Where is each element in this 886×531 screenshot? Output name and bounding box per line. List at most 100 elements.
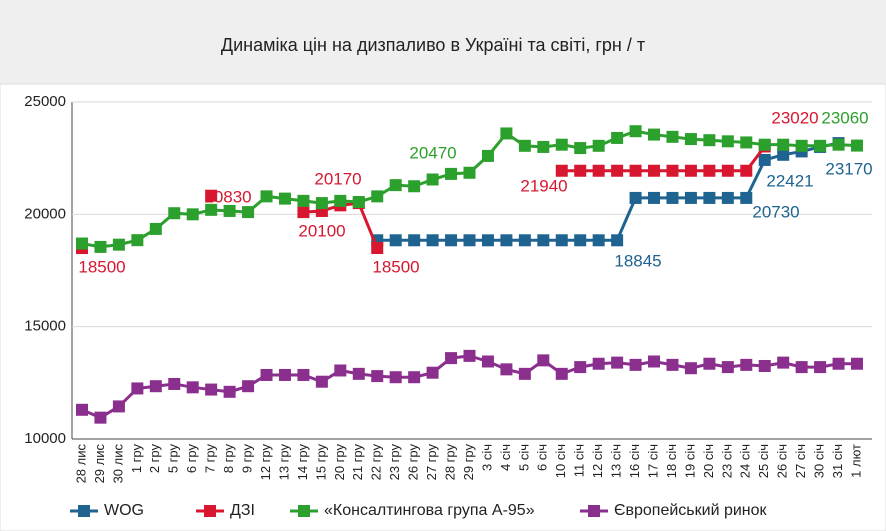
data-point: [721, 191, 734, 204]
data-point: [555, 234, 568, 247]
data-point: [260, 368, 273, 381]
data-point: [721, 135, 734, 148]
data-point: [592, 139, 605, 152]
annotation: 18845: [614, 251, 661, 270]
data-point: [297, 206, 310, 219]
data-point: [555, 138, 568, 151]
data-point: [537, 234, 550, 247]
x-tick-label: 27 гру: [424, 444, 439, 481]
x-tick-label: 19 січ: [682, 444, 697, 478]
data-point: [703, 191, 716, 204]
x-tick-label: 6 січ: [535, 444, 550, 471]
data-point: [648, 164, 661, 177]
data-point: [758, 153, 771, 166]
data-point: [389, 371, 402, 384]
data-point: [334, 194, 347, 207]
annotation: 20100: [298, 221, 345, 240]
data-point: [832, 357, 845, 370]
data-point: [703, 164, 716, 177]
data-point: [168, 207, 181, 220]
annotation: 20470: [409, 143, 456, 162]
data-point: [389, 179, 402, 192]
x-tick-label: 2 гру: [147, 444, 162, 474]
data-point: [666, 358, 679, 371]
data-point: [851, 357, 863, 370]
x-tick-label: 20 січ: [701, 444, 716, 478]
x-tick-label: 29 лис: [92, 444, 107, 484]
data-point: [371, 370, 384, 383]
data-point: [648, 191, 661, 204]
data-point: [205, 203, 218, 216]
data-point: [223, 204, 236, 217]
x-tick-label: 22 гру: [369, 444, 384, 481]
x-tick-label: 9 гру: [240, 444, 255, 474]
data-point: [629, 191, 642, 204]
data-point: [500, 363, 513, 376]
data-point: [315, 197, 328, 210]
data-point: [76, 403, 88, 416]
data-point: [500, 127, 513, 140]
y-tick-label: 10000: [24, 430, 66, 447]
x-tick-label: 11 січ: [572, 444, 587, 477]
x-tick-label: 5 гру: [166, 444, 181, 474]
data-point: [537, 354, 550, 367]
data-point: [500, 234, 513, 247]
annotation: 18500: [372, 257, 419, 276]
data-point: [131, 234, 144, 247]
x-tick-label: 29 гру: [461, 444, 476, 481]
data-point: [94, 411, 107, 424]
x-tick-label: 26 січ: [775, 444, 790, 478]
x-tick-label: 13 січ: [609, 444, 624, 478]
data-point: [149, 380, 162, 393]
x-tick-label: 28 гру: [442, 444, 457, 481]
data-point: [648, 355, 661, 368]
data-point: [740, 191, 753, 204]
data-point: [389, 234, 402, 247]
data-point: [445, 234, 458, 247]
x-tick-label: 12 січ: [590, 444, 605, 478]
x-tick-label: 25 січ: [756, 444, 771, 478]
data-point: [481, 149, 494, 162]
legend-label: ДЗІ: [230, 502, 255, 519]
x-tick-label: 5 січ: [516, 444, 531, 471]
data-point: [777, 356, 790, 369]
data-point: [278, 192, 291, 205]
data-point: [315, 375, 328, 388]
x-tick-label: 28 лис: [73, 444, 88, 484]
data-point: [112, 400, 125, 413]
data-point: [684, 362, 697, 375]
annotation: 20730: [752, 202, 799, 221]
data-point: [408, 180, 421, 193]
data-point: [574, 361, 587, 374]
data-point: [278, 368, 291, 381]
data-point: [611, 164, 624, 177]
data-point: [629, 164, 642, 177]
data-point: [205, 383, 218, 396]
data-point: [426, 234, 439, 247]
data-point: [168, 377, 181, 390]
data-point: [611, 131, 624, 144]
annotation: 18500: [78, 257, 125, 276]
data-point: [518, 139, 531, 152]
data-point: [740, 358, 753, 371]
data-point: [352, 195, 365, 208]
data-point: [795, 361, 808, 374]
data-point: [684, 164, 697, 177]
x-tick-label: 30 січ: [812, 444, 827, 478]
data-point: [242, 380, 255, 393]
data-point: [481, 355, 494, 368]
data-point: [832, 138, 845, 151]
data-point: [408, 371, 421, 384]
data-point: [463, 234, 476, 247]
legend-label: Європейський ринок: [614, 502, 768, 519]
x-tick-label: 1 гру: [129, 444, 144, 474]
data-point: [611, 356, 624, 369]
data-point: [851, 139, 863, 152]
data-point: [518, 367, 531, 380]
data-point: [611, 234, 624, 247]
data-point: [260, 190, 273, 203]
data-point: [721, 361, 734, 374]
data-point: [684, 133, 697, 146]
data-point: [149, 222, 162, 235]
